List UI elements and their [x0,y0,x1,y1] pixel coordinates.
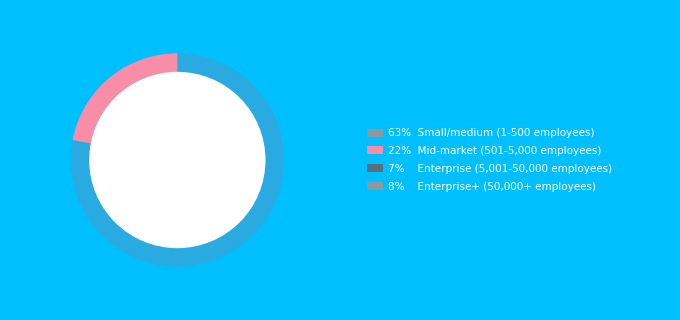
Wedge shape [73,53,177,144]
Legend: 63%  Small/medium (1-500 employees), 22%  Mid-market (501-5,000 employees), 7%  : 63% Small/medium (1-500 employees), 22% … [362,123,617,197]
Wedge shape [71,53,284,267]
Circle shape [90,73,265,247]
